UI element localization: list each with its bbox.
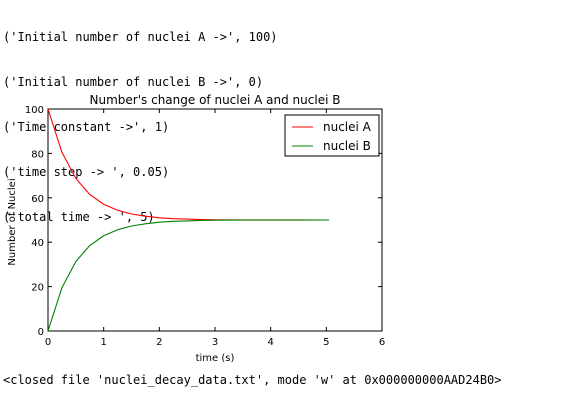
x-tick-label: 5 (323, 337, 329, 348)
y-tick-label: 0 (38, 327, 44, 338)
console-line: ('time step -> ', 0.05) (3, 165, 170, 179)
legend-label: nuclei A (323, 120, 372, 134)
console-line: ('Time constant ->', 1) (3, 120, 170, 134)
plot-figure: Number's change of nuclei A and nuclei B… (0, 88, 400, 366)
x-tick-label: 0 (45, 337, 51, 348)
console-line: ('total time -> ', 5) (3, 210, 155, 224)
chart-canvas: Number's change of nuclei A and nuclei B… (7, 93, 385, 364)
console-output: ('Initial number of nuclei A ->', 100) (… (3, 0, 278, 240)
y-tick-label: 100 (25, 105, 44, 116)
x-tick-label: 2 (156, 337, 162, 348)
x-axis-label: time (s) (196, 353, 235, 364)
y-tick-label: 80 (31, 149, 44, 160)
x-tick-label: 4 (267, 337, 273, 348)
y-axis-label: Number of Nuclei (7, 178, 18, 265)
closed-file-output: <closed file 'nuclei_decay_data.txt', mo… (3, 373, 502, 387)
x-tick-label: 6 (379, 337, 385, 348)
y-tick-label: 40 (31, 238, 44, 249)
y-tick-label: 60 (31, 194, 44, 205)
console-line: ('Initial number of nuclei A ->', 100) (3, 30, 278, 44)
legend-label: nuclei B (323, 139, 371, 153)
legend-box (284, 114, 380, 157)
y-tick-label: 20 (31, 283, 44, 294)
console-line: ('Initial number of nuclei B ->', 0) (3, 75, 264, 89)
series-line-nuclei-B (47, 219, 330, 332)
x-tick-label: 3 (212, 337, 218, 348)
x-tick-label: 1 (100, 337, 106, 348)
chart-title: Number's change of nuclei A and nuclei B (90, 93, 341, 107)
